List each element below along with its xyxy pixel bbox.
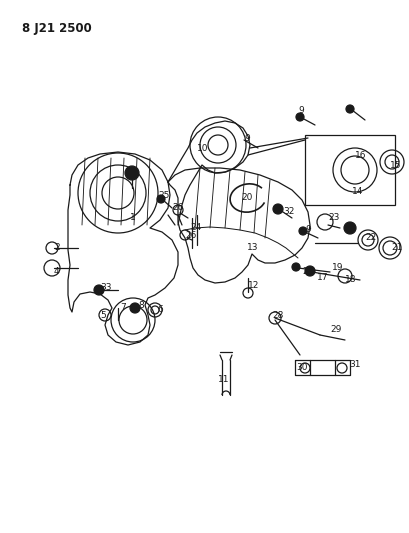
Text: 27: 27: [301, 268, 312, 277]
Circle shape: [157, 195, 164, 203]
Text: 19: 19: [331, 263, 343, 272]
Text: 5: 5: [100, 311, 106, 319]
Text: 21: 21: [390, 244, 401, 253]
Circle shape: [345, 105, 353, 113]
Text: 12: 12: [247, 280, 259, 289]
Circle shape: [272, 204, 282, 214]
Text: 13: 13: [246, 244, 258, 253]
Text: 25: 25: [157, 191, 169, 200]
Text: 8 J21 2500: 8 J21 2500: [22, 22, 92, 35]
Text: 31: 31: [348, 360, 360, 369]
Text: 1: 1: [130, 214, 135, 222]
Text: 8: 8: [138, 301, 144, 310]
Circle shape: [295, 113, 303, 121]
Circle shape: [298, 227, 306, 235]
Text: 9: 9: [304, 225, 310, 235]
Circle shape: [304, 266, 314, 276]
Text: 3: 3: [347, 223, 353, 232]
Text: 10: 10: [196, 143, 208, 152]
Text: 18: 18: [344, 276, 356, 285]
Text: 6: 6: [157, 305, 162, 314]
Text: 17: 17: [316, 272, 328, 281]
Text: 14: 14: [351, 188, 362, 197]
Text: 32: 32: [282, 207, 294, 216]
Text: 9: 9: [243, 133, 249, 142]
Text: 9: 9: [297, 106, 303, 115]
Text: 4: 4: [54, 268, 59, 277]
Text: 22: 22: [364, 233, 375, 243]
Text: 28: 28: [271, 311, 283, 319]
Text: 23: 23: [327, 214, 339, 222]
Text: 30: 30: [295, 364, 307, 373]
Circle shape: [130, 303, 139, 313]
Text: 15: 15: [389, 160, 400, 169]
Text: 11: 11: [218, 376, 229, 384]
Text: 33: 33: [100, 284, 111, 293]
Circle shape: [343, 222, 355, 234]
Text: 29: 29: [329, 326, 341, 335]
Text: 26: 26: [184, 230, 196, 239]
Circle shape: [94, 285, 104, 295]
Text: 16: 16: [354, 150, 366, 159]
Circle shape: [125, 166, 139, 180]
Circle shape: [291, 263, 299, 271]
Bar: [304, 135, 394, 205]
Text: 7: 7: [120, 303, 126, 312]
Text: 2: 2: [54, 244, 59, 253]
Text: 20: 20: [240, 193, 252, 203]
Text: 26: 26: [172, 204, 183, 213]
Text: 24: 24: [189, 223, 201, 232]
